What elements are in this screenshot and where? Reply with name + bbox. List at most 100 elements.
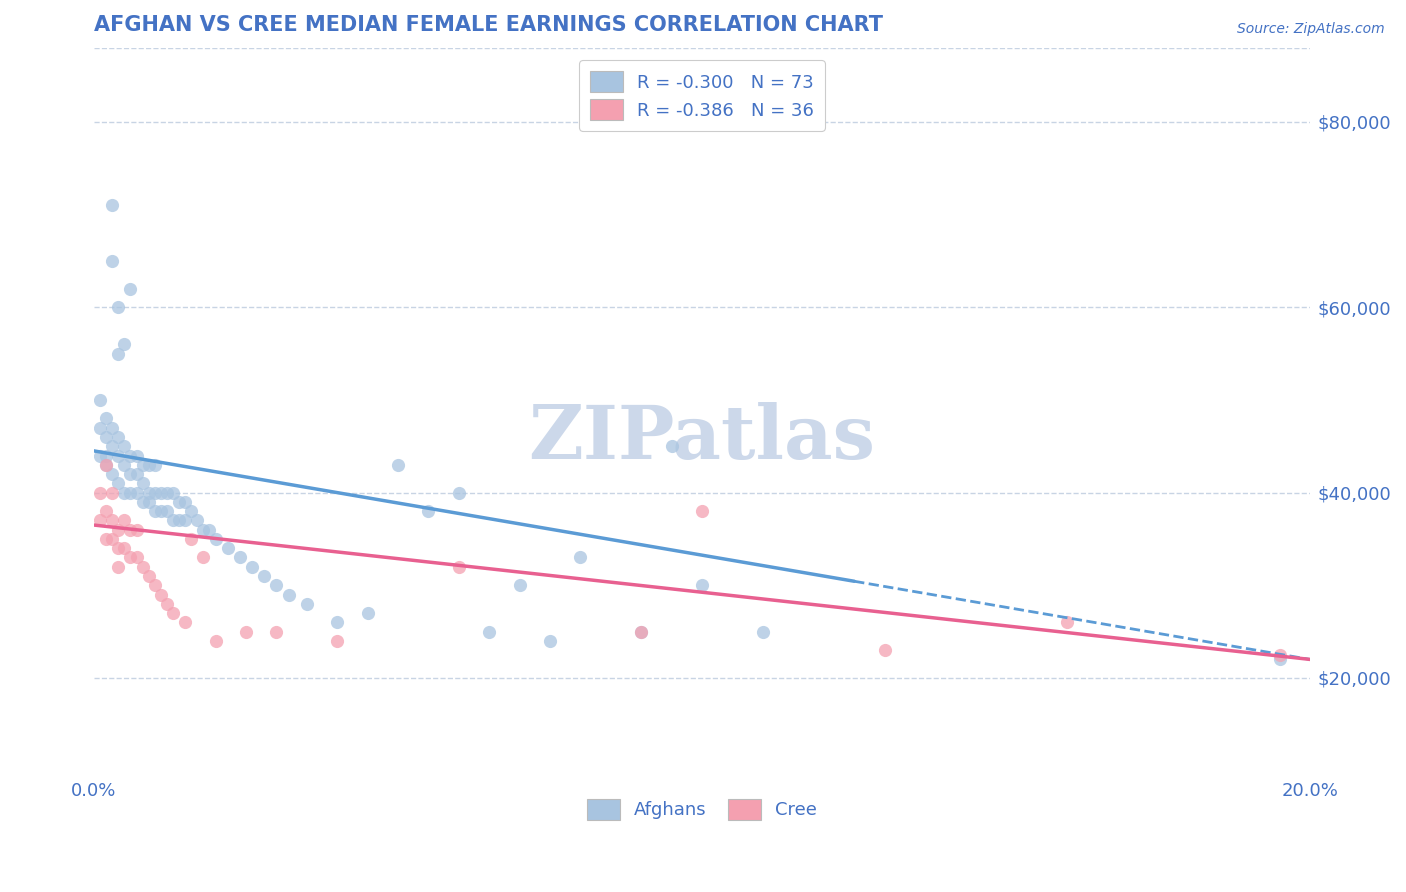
- Point: [180, 504, 202, 518]
- Point: [112, 513, 135, 527]
- Point: [89, 392, 111, 407]
- Point: [149, 485, 172, 500]
- Point: [253, 569, 276, 583]
- Point: [193, 550, 215, 565]
- Point: [193, 523, 215, 537]
- Point: [326, 615, 349, 630]
- Point: [101, 467, 124, 481]
- Text: Source: ZipAtlas.com: Source: ZipAtlas.com: [1237, 22, 1385, 37]
- Point: [217, 541, 239, 556]
- Point: [162, 606, 184, 620]
- Point: [752, 624, 775, 639]
- Point: [89, 421, 111, 435]
- Point: [162, 485, 184, 500]
- Text: ZIPatlas: ZIPatlas: [529, 401, 876, 475]
- Point: [101, 485, 124, 500]
- Point: [1268, 648, 1291, 662]
- Point: [156, 504, 179, 518]
- Point: [447, 485, 470, 500]
- Point: [94, 458, 117, 472]
- Point: [661, 439, 683, 453]
- Point: [112, 439, 135, 453]
- Point: [167, 513, 190, 527]
- Point: [204, 532, 226, 546]
- Point: [125, 523, 148, 537]
- Point: [120, 449, 142, 463]
- Point: [478, 624, 501, 639]
- Point: [94, 449, 117, 463]
- Point: [101, 421, 124, 435]
- Point: [143, 485, 166, 500]
- Point: [295, 597, 318, 611]
- Point: [89, 485, 111, 500]
- Point: [174, 495, 197, 509]
- Point: [112, 458, 135, 472]
- Point: [131, 495, 153, 509]
- Point: [509, 578, 531, 592]
- Point: [125, 550, 148, 565]
- Point: [138, 458, 160, 472]
- Point: [266, 578, 288, 592]
- Point: [94, 458, 117, 472]
- Point: [277, 588, 299, 602]
- Point: [149, 504, 172, 518]
- Point: [156, 485, 179, 500]
- Point: [112, 485, 135, 500]
- Point: [138, 485, 160, 500]
- Point: [131, 559, 153, 574]
- Point: [120, 467, 142, 481]
- Point: [107, 300, 129, 314]
- Point: [180, 532, 202, 546]
- Point: [447, 559, 470, 574]
- Point: [107, 559, 129, 574]
- Point: [204, 634, 226, 648]
- Point: [235, 624, 257, 639]
- Legend: Afghans, Cree: Afghans, Cree: [579, 791, 824, 827]
- Point: [198, 523, 221, 537]
- Point: [266, 624, 288, 639]
- Point: [101, 532, 124, 546]
- Point: [107, 430, 129, 444]
- Point: [356, 606, 378, 620]
- Point: [120, 550, 142, 565]
- Point: [107, 541, 129, 556]
- Point: [107, 476, 129, 491]
- Point: [112, 541, 135, 556]
- Point: [107, 523, 129, 537]
- Point: [690, 578, 713, 592]
- Point: [125, 485, 148, 500]
- Point: [94, 411, 117, 425]
- Point: [873, 643, 896, 657]
- Point: [143, 578, 166, 592]
- Point: [156, 597, 179, 611]
- Point: [101, 513, 124, 527]
- Point: [131, 458, 153, 472]
- Point: [186, 513, 208, 527]
- Point: [569, 550, 592, 565]
- Point: [120, 485, 142, 500]
- Point: [240, 559, 263, 574]
- Text: AFGHAN VS CREE MEDIAN FEMALE EARNINGS CORRELATION CHART: AFGHAN VS CREE MEDIAN FEMALE EARNINGS CO…: [94, 15, 883, 35]
- Point: [326, 634, 349, 648]
- Point: [112, 337, 135, 351]
- Point: [120, 523, 142, 537]
- Point: [89, 449, 111, 463]
- Point: [101, 253, 124, 268]
- Point: [89, 513, 111, 527]
- Point: [149, 588, 172, 602]
- Point: [107, 346, 129, 360]
- Point: [125, 449, 148, 463]
- Point: [630, 624, 652, 639]
- Point: [131, 476, 153, 491]
- Point: [101, 439, 124, 453]
- Point: [125, 467, 148, 481]
- Point: [138, 495, 160, 509]
- Point: [690, 504, 713, 518]
- Point: [143, 458, 166, 472]
- Point: [94, 504, 117, 518]
- Point: [101, 198, 124, 212]
- Point: [1056, 615, 1078, 630]
- Point: [94, 532, 117, 546]
- Point: [174, 615, 197, 630]
- Point: [162, 513, 184, 527]
